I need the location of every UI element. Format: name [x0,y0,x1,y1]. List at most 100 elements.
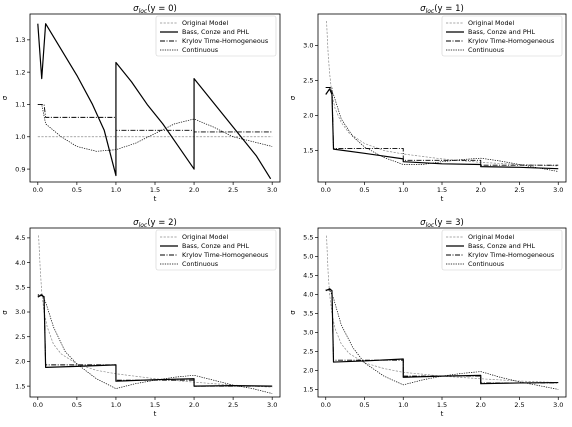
legend-entry: Bass, Conze and PHL [182,28,249,36]
x-tick-label: 2.5 [514,186,524,194]
x-tick-label: 1.5 [437,186,447,194]
legend-entry: Bass, Conze and PHL [468,242,535,250]
legend-entry: Bass, Conze and PHL [182,242,249,250]
title-symbol: σ [420,4,426,14]
x-axis-label: t [154,410,157,418]
x-tick-label: 1.0 [398,186,408,194]
x-tick-label: 0.5 [359,401,369,409]
series-line-bass [325,288,559,385]
x-axis-label: t [154,195,157,203]
x-tick-label: 2.0 [476,401,486,409]
y-tick-label: 1.1 [15,101,25,109]
x-tick-label: 0.0 [321,186,331,194]
series-line-orig [326,20,559,167]
x-tick-label: 1.0 [398,401,408,409]
title-subscript: loc [426,222,435,229]
series-line-krylov [325,87,559,166]
chart-title: σloc(y = 3) [420,218,464,229]
legend-entry: Original Model [468,233,514,241]
chart-panel-3: 0.0 0.5 1.0 1.5 2.0 2.5 3.0 1.5 2.0 2.5 3.0 3.5 4.0 4… [289,218,567,418]
y-tick-label: 2.0 [15,358,25,366]
x-tick-label: 0.0 [33,401,43,409]
legend-entry: Krylov Time-Homogeneous [468,37,555,45]
y-tick-label: 3.0 [303,42,313,50]
y-axis-label: σ [289,310,297,315]
y-tick-label: 3.0 [15,308,25,316]
title-symbol: σ [133,4,139,14]
series-line-krylov [37,104,273,133]
legend-box [155,15,277,57]
x-tick-label: 0.5 [72,186,82,194]
legend-entry: Original Model [182,233,228,241]
title-argument: (y = 0) [147,4,177,14]
legend-box [441,15,563,57]
title-symbol: σ [420,218,426,228]
chart-panel-0: 0.0 0.5 1.0 1.5 2.0 2.5 3.00.91.01.11.21.3tσσl… [1,4,281,203]
x-tick-label: 2.5 [228,401,238,409]
y-tick-label: 1.5 [303,386,313,394]
x-axis-label: t [441,410,444,418]
legend-box [155,229,277,271]
y-tick-label: 2.5 [303,348,313,356]
y-tick-label: 1.2 [15,68,25,76]
y-tick-label: 2.0 [303,112,313,120]
y-tick-label: 5.0 [303,253,313,261]
legend-entry: Bass, Conze and PHL [468,28,535,36]
y-axis-label: σ [289,95,297,100]
y-tick-label: 1.5 [303,147,313,155]
series-line-cont [37,294,273,394]
series-line-cont [325,289,559,390]
legend-entry: Original Model [468,19,514,27]
x-tick-label: 0.0 [33,186,43,194]
y-tick-label: 0.9 [15,165,25,173]
x-axis-label: t [441,195,444,203]
chart-title: σloc(y = 0) [133,4,177,15]
y-tick-label: 4.5 [303,272,313,280]
y-tick-label: 2.5 [15,333,25,341]
y-axis-label: σ [1,310,9,315]
x-tick-label: 2.0 [476,186,486,194]
title-argument: (y = 2) [147,218,177,228]
title-subscript: loc [139,222,148,229]
x-tick-label: 1.5 [437,401,447,409]
x-tick-label: 0.5 [359,186,369,194]
y-axis-label: σ [1,95,9,100]
x-tick-label: 3.0 [267,186,277,194]
x-tick-label: 2.0 [189,401,199,409]
legend-entry: Continuous [468,46,505,54]
legend-entry: Krylov Time-Homogeneous [468,251,555,259]
y-tick-label: 4.0 [303,291,313,299]
series-line-orig [38,235,273,388]
y-tick-label: 2.0 [303,367,313,375]
x-tick-label: 3.0 [553,401,563,409]
x-tick-label: 2.5 [228,186,238,194]
series-line-orig [326,235,559,383]
series-line-cont [325,87,559,172]
series-line-krylov [37,295,273,387]
chart-panel-1: 0.0 0.5 1.0 1.5 2.0 2.5 3.01.52.02.53.0tσσloc(… [289,4,567,203]
y-tick-label: 3.0 [303,329,313,337]
x-tick-label: 3.0 [553,186,563,194]
chart-title: σloc(y = 2) [133,218,177,229]
x-tick-label: 1.0 [111,401,121,409]
legend-entry: Krylov Time-Homogeneous [182,37,269,45]
x-tick-label: 1.5 [150,186,160,194]
x-tick-label: 2.0 [189,186,199,194]
title-subscript: loc [139,8,148,15]
title-subscript: loc [426,8,435,15]
x-tick-label: 1.5 [150,401,160,409]
x-tick-label: 0.5 [72,401,82,409]
y-tick-label: 3.5 [15,283,25,291]
legend-entry: Continuous [182,260,219,268]
x-tick-label: 1.0 [111,186,121,194]
legend-entry: Krylov Time-Homogeneous [182,251,269,259]
x-tick-label: 0.0 [321,401,331,409]
title-argument: (y = 3) [434,218,464,228]
legend-entry: Original Model [182,19,228,27]
series-line-krylov [325,289,559,384]
y-tick-label: 4.5 [15,234,25,242]
